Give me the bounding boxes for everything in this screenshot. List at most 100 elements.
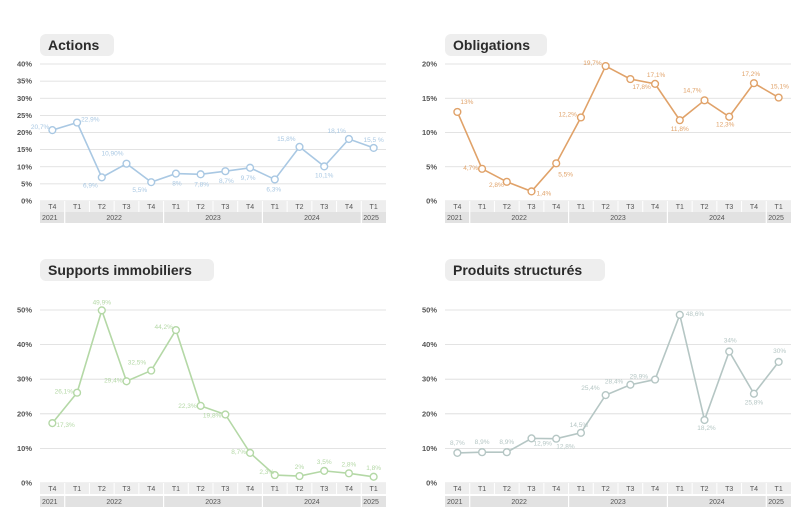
x-tick-label: T1: [73, 204, 81, 211]
data-point: [749, 389, 759, 398]
data-point: [477, 448, 487, 457]
data-label: 30%: [773, 348, 786, 355]
x-tick-label: T1: [370, 486, 378, 493]
y-tick-label: 35%: [17, 77, 32, 86]
year-label: 2024: [709, 499, 725, 506]
chart-title-background: [445, 34, 547, 56]
year-label: 2023: [205, 499, 221, 506]
x-tick-label: T3: [725, 204, 733, 211]
data-point: [725, 112, 734, 121]
data-point: [196, 401, 205, 410]
data-point: [369, 472, 378, 481]
x-tick-label: T1: [370, 204, 378, 211]
year-label: 2022: [106, 499, 122, 506]
x-tick-label: T4: [651, 486, 659, 493]
data-point: [97, 306, 106, 315]
y-tick-label: 40%: [17, 60, 32, 69]
data-label: 2,8%: [489, 182, 504, 189]
x-tick-label: T1: [676, 486, 684, 493]
y-tick-label: 0%: [21, 197, 32, 206]
x-tick-label: T2: [197, 486, 205, 493]
x-tick-label: T3: [527, 486, 535, 493]
data-point: [122, 377, 131, 386]
x-tick-label: T1: [775, 486, 783, 493]
chart-title: Produits structurés: [453, 262, 582, 278]
data-label: 25,8%: [745, 400, 764, 407]
data-label: 12,9%: [534, 440, 553, 447]
data-label: 25,4%: [581, 385, 600, 392]
y-tick-label: 20%: [422, 409, 437, 418]
y-tick-label: 15%: [422, 94, 437, 103]
year-label: 2021: [447, 215, 463, 222]
x-tick-label: T3: [725, 486, 733, 493]
x-tick-label: T4: [345, 204, 353, 211]
data-label: 49,9%: [93, 299, 112, 306]
data-label: 29,9%: [630, 374, 649, 381]
year-label: 2023: [610, 499, 626, 506]
x-tick-label: T4: [48, 204, 56, 211]
data-point: [626, 74, 635, 84]
data-label: 13%: [460, 99, 473, 106]
data-point: [245, 163, 255, 172]
data-point: [48, 126, 57, 135]
data-label: 17,1%: [647, 72, 666, 79]
data-label: 3,5%: [317, 459, 332, 466]
data-label: 28,4%: [605, 379, 624, 386]
data-label: 6,9%: [83, 182, 98, 189]
data-label: 10,1%: [315, 172, 334, 179]
year-label: 2022: [511, 499, 527, 506]
chart-title: Obligations: [453, 37, 530, 53]
data-point: [700, 96, 709, 105]
data-label: 8%: [172, 181, 182, 188]
x-tick-label: T4: [147, 486, 155, 493]
chart-panel: Actions 0% 5% 10% 15% 20% 25% 30% 35% 40% T4 T1 T2 T3…: [17, 34, 386, 223]
x-tick-label: T4: [453, 486, 461, 493]
y-tick-label: 40%: [17, 340, 32, 349]
data-label: 12,3%: [716, 122, 735, 129]
data-label: 2,8%: [342, 461, 357, 468]
chart-panel: Produits structurés 0% 10% 20% 30% 40% 50% T4 T1…: [422, 259, 791, 507]
data-label: 2,3%: [259, 469, 274, 476]
x-tick-label: T2: [700, 486, 708, 493]
data-point: [344, 134, 354, 144]
x-tick-label: T4: [552, 486, 560, 493]
x-tick-label: T4: [453, 204, 461, 211]
x-tick-label: T3: [527, 204, 535, 211]
data-label: 15,8%: [277, 136, 296, 143]
x-tick-label: T4: [147, 204, 155, 211]
y-tick-label: 5%: [21, 179, 32, 188]
data-label: 26,1%: [55, 389, 74, 396]
chart-panel: Obligations 0% 5% 10% 15% 20% T4 T1 T2 T3 T4 T1 T2 T3…: [422, 34, 791, 223]
data-point: [626, 380, 635, 389]
data-label: 9,7%: [241, 175, 256, 182]
data-point: [774, 93, 783, 102]
y-tick-label: 40%: [422, 340, 437, 349]
data-point: [527, 187, 536, 196]
year-label: 2022: [106, 215, 122, 222]
year-axis-band: [445, 212, 791, 223]
y-tick-label: 0%: [21, 479, 32, 488]
data-label: 14,5%: [570, 422, 589, 429]
data-point: [675, 116, 684, 125]
data-point: [502, 448, 511, 457]
x-tick-label: T1: [172, 204, 180, 211]
data-point: [147, 178, 156, 187]
data-label: 22,3%: [178, 403, 197, 410]
chart-title-background: [40, 259, 214, 281]
y-tick-label: 10%: [422, 128, 437, 137]
data-point: [122, 159, 131, 168]
data-label: 22,9%: [81, 117, 100, 124]
data-label: 29,4%: [104, 377, 123, 384]
x-tick-label: T1: [577, 204, 585, 211]
data-point: [344, 469, 354, 478]
data-label: 17,3%: [56, 422, 75, 429]
year-label: 2024: [304, 499, 320, 506]
chart-title-background: [445, 259, 605, 281]
data-point: [601, 391, 610, 400]
data-point: [72, 118, 82, 127]
data-point: [552, 159, 561, 168]
x-tick-label: T3: [626, 486, 634, 493]
x-tick-label: T4: [345, 486, 353, 493]
data-point: [221, 167, 230, 176]
